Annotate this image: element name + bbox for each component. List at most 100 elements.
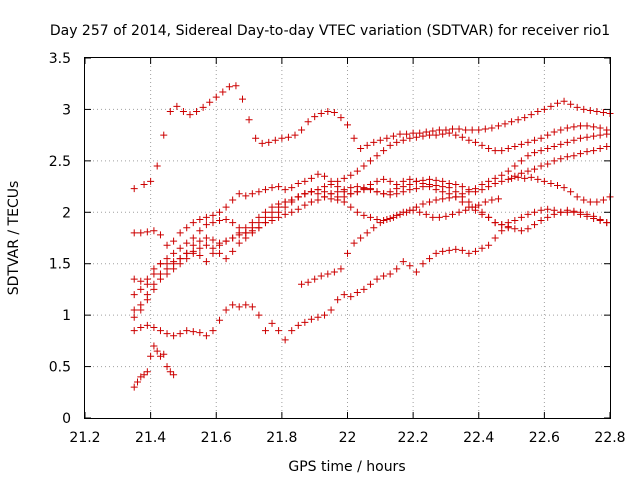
data-point [258, 139, 266, 147]
data-point [160, 350, 168, 358]
data-point [599, 109, 607, 117]
data-point [281, 198, 289, 206]
data-point [350, 239, 358, 247]
data-point [140, 371, 148, 379]
data-point [242, 234, 250, 242]
data-point [517, 140, 525, 148]
data-point [386, 141, 394, 149]
data-point [150, 265, 158, 273]
data-point [321, 183, 329, 191]
data-point [130, 275, 138, 283]
data-point [373, 188, 381, 196]
data-point [130, 306, 138, 314]
data-point [399, 258, 407, 266]
data-point [199, 103, 207, 111]
data-point [442, 212, 450, 220]
data-point [255, 188, 263, 196]
data-point [278, 134, 286, 142]
data-point [209, 244, 217, 252]
series-9 [130, 342, 178, 391]
data-point [511, 142, 519, 150]
data-point [137, 277, 145, 285]
data-point [196, 329, 204, 337]
data-point [334, 177, 342, 185]
data-point [412, 185, 420, 193]
series-3 [130, 130, 611, 288]
data-point [189, 249, 197, 257]
data-point [229, 196, 237, 204]
y-tick-label: 2.5 [49, 154, 71, 170]
data-point [409, 129, 417, 137]
data-point [153, 162, 161, 170]
data-point [573, 193, 581, 201]
data-point [586, 198, 594, 206]
x-tick-label: 21.4 [135, 430, 166, 446]
data-point [478, 141, 486, 149]
data-point [268, 319, 276, 327]
data-point [288, 208, 296, 216]
data-point [603, 126, 611, 134]
data-point [360, 184, 368, 192]
data-point [183, 224, 191, 232]
data-point [412, 203, 420, 211]
data-point [389, 132, 397, 140]
data-point [531, 208, 539, 216]
data-point [465, 186, 473, 194]
data-point [261, 186, 269, 194]
data-point [567, 100, 575, 108]
data-point [229, 301, 237, 309]
data-point [432, 196, 440, 204]
data-point [599, 196, 607, 204]
data-point [498, 221, 506, 229]
data-point [229, 219, 237, 227]
data-point [462, 126, 470, 134]
data-point [593, 198, 601, 206]
data-point [406, 134, 414, 142]
data-point [531, 136, 539, 144]
data-point [347, 171, 355, 179]
data-point [531, 165, 539, 173]
y-tick-label: 3.5 [49, 51, 71, 67]
data-point [163, 270, 171, 278]
data-point [130, 327, 138, 335]
data-point [527, 173, 535, 181]
data-point [491, 147, 499, 155]
data-point [580, 196, 588, 204]
data-point [153, 347, 161, 355]
data-point [281, 186, 289, 194]
data-point [301, 177, 309, 185]
data-point [317, 110, 325, 118]
data-point [298, 126, 306, 134]
data-point [393, 138, 401, 146]
y-tick-label: 1 [62, 308, 71, 324]
data-point [560, 97, 568, 105]
data-point [166, 368, 174, 376]
data-point [432, 182, 440, 190]
data-point [478, 186, 486, 194]
data-point [471, 247, 479, 255]
data-point [488, 196, 496, 204]
data-point [544, 145, 552, 153]
data-point [209, 236, 217, 244]
data-point [389, 213, 397, 221]
data-point [494, 122, 502, 130]
x-tick-label: 22.4 [463, 430, 494, 446]
data-point [186, 111, 194, 119]
data-point [324, 270, 332, 278]
data-point [307, 174, 315, 182]
data-point [435, 213, 443, 221]
data-point [156, 260, 164, 268]
data-point [514, 173, 522, 181]
data-point [419, 200, 427, 208]
data-point [376, 219, 384, 227]
data-point [170, 265, 178, 273]
data-point [550, 128, 558, 136]
x-tick-label: 22.2 [398, 430, 429, 446]
data-point [137, 323, 145, 331]
data-point [216, 208, 224, 216]
data-point [419, 176, 427, 184]
y-tick-label: 2 [62, 205, 71, 221]
data-point [376, 136, 384, 144]
data-point [370, 138, 378, 146]
data-point [130, 229, 138, 237]
